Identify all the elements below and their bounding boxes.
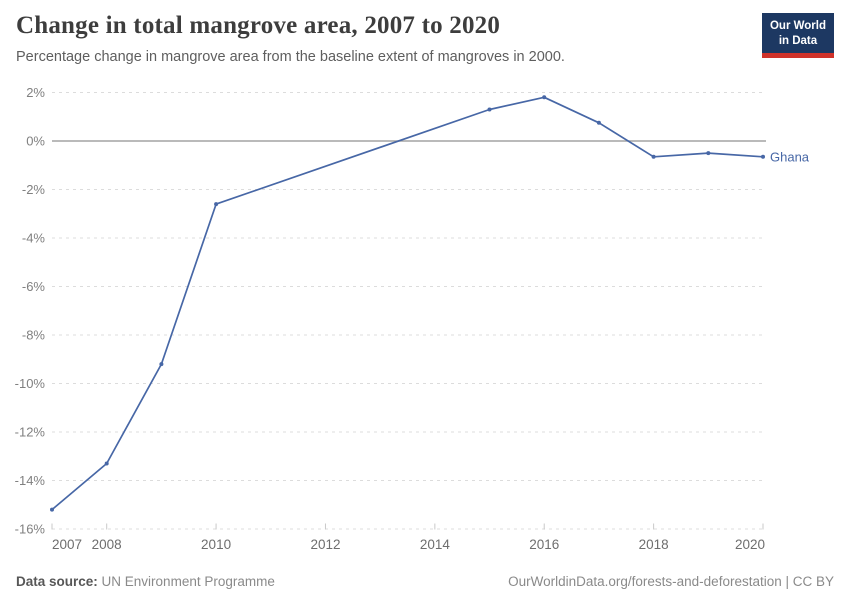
chart-footer: Data source: UN Environment Programme Ou…: [16, 574, 834, 589]
data-source: Data source: UN Environment Programme: [16, 574, 275, 589]
data-source-value: UN Environment Programme: [101, 574, 275, 589]
y-tick-label: 2%: [26, 85, 45, 100]
y-tick-label: -6%: [22, 279, 46, 294]
y-tick-label: -14%: [15, 473, 46, 488]
y-tick-label: -10%: [15, 376, 46, 391]
x-tick-label: 2012: [310, 537, 340, 552]
x-tick-label: 2014: [420, 537, 451, 552]
attribution-link[interactable]: OurWorldinData.org/forests-and-deforesta…: [508, 574, 834, 589]
x-tick-label: 2018: [639, 537, 669, 552]
y-tick-label: -8%: [22, 328, 46, 343]
owid-logo[interactable]: Our World in Data: [761, 13, 834, 58]
owid-logo-line1: Our World: [769, 20, 826, 32]
page-title: Change in total mangrove area, 2007 to 2…: [16, 12, 501, 39]
data-point-marker: [542, 95, 547, 100]
x-tick-label: 2020: [735, 537, 765, 552]
data-point-marker: [596, 120, 601, 125]
data-point-marker: [50, 507, 54, 512]
series-line: [51, 96, 764, 511]
x-tick-label: 2016: [529, 537, 559, 552]
y-tick-label: -4%: [22, 231, 46, 246]
x-tick-label: 2007: [52, 537, 82, 552]
data-point-marker: [706, 151, 711, 156]
y-tick-label: -16%: [15, 522, 46, 537]
data-point-marker: [214, 202, 219, 207]
x-tick-label: 2008: [92, 537, 122, 552]
y-tick-label: -2%: [22, 182, 46, 197]
owid-logo-line2: in Data: [778, 34, 818, 47]
y-tick-label: 0%: [26, 134, 45, 149]
x-tick-label: 2010: [201, 537, 231, 552]
chart-subtitle: Percentage change in mangrove area from …: [16, 49, 565, 65]
y-tick-label: -12%: [15, 425, 46, 440]
series-end-label: Ghana: [770, 149, 810, 164]
data-point-marker: [761, 154, 765, 159]
data-point-marker: [104, 461, 109, 466]
data-point-marker: [159, 362, 164, 367]
data-source-label: Data source:: [16, 574, 98, 589]
data-point-marker: [651, 154, 656, 159]
data-point-marker: [487, 107, 492, 112]
